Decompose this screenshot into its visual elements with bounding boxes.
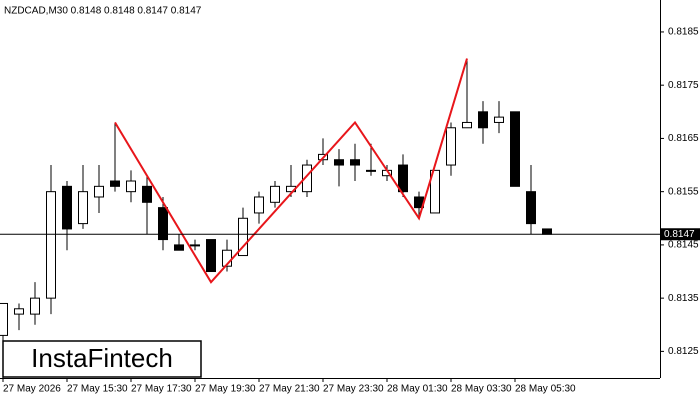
price-label-box [660, 228, 700, 241]
x-tick-label: 27 May 2026 [3, 384, 61, 395]
candle-body [190, 244, 200, 247]
candle-body [462, 121, 472, 129]
x-tick-label: 27 May 19:30 [195, 384, 256, 395]
y-tick-label: 0.8145 [668, 240, 699, 251]
candle-body [142, 185, 152, 203]
y-tick-label: 0.8135 [668, 293, 699, 304]
candle-body [78, 191, 88, 225]
chart-title: NZDCAD,M30 0.8148 0.8148 0.8147 0.8147 [4, 6, 202, 17]
candle-body [334, 159, 344, 166]
candle-body [254, 196, 264, 214]
candle-body [206, 239, 216, 273]
candle-body [94, 185, 104, 198]
y-tick-label: 0.8175 [668, 80, 699, 91]
y-tick-label: 0.8165 [668, 133, 699, 144]
pattern-line [114, 58, 468, 284]
candle-body [270, 185, 280, 203]
candle-body [398, 164, 408, 193]
x-tick-label: 27 May 23:30 [323, 384, 384, 395]
y-tick-label: 0.8155 [668, 186, 699, 197]
candle-body [0, 302, 8, 336]
plot-area [0, 58, 552, 378]
candle-body [174, 244, 184, 251]
candle-body [30, 297, 40, 315]
candle-body [430, 169, 440, 214]
candle-body [526, 191, 536, 225]
candle-body [158, 207, 168, 241]
candle-body [510, 111, 520, 187]
x-tick-label: 27 May 15:30 [67, 384, 128, 395]
x-tick-label: 28 May 05:30 [515, 384, 576, 395]
candle-body [350, 159, 360, 166]
candle-body [110, 180, 120, 187]
x-tick-label: 27 May 17:30 [131, 384, 192, 395]
x-tick-label: 27 May 21:30 [259, 384, 320, 395]
price-label: 0.8147 [664, 229, 695, 240]
candle-body [62, 185, 72, 230]
y-tick-label: 0.8185 [668, 27, 699, 38]
candle-body [478, 111, 488, 129]
candle-body [542, 228, 552, 235]
y-tick-label: 0.8125 [668, 346, 699, 357]
candle-body [46, 191, 56, 299]
candle-body [446, 127, 456, 166]
logo: InstaFintech [31, 343, 173, 373]
candle-body [14, 308, 24, 315]
candle-body [126, 180, 136, 193]
logo-box [2, 340, 202, 378]
candle-body [366, 169, 376, 172]
candle-body [302, 164, 312, 193]
x-tick-label: 28 May 03:30 [451, 384, 512, 395]
x-tick-label: 28 May 01:30 [387, 384, 448, 395]
candle-body [494, 116, 504, 123]
candle-body [238, 217, 248, 257]
